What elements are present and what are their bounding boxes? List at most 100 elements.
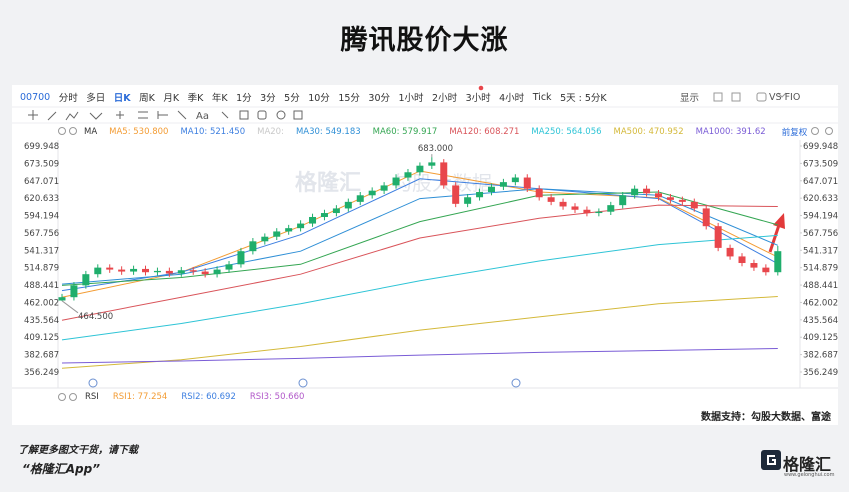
- y-tick-label: 620.633: [803, 194, 838, 204]
- logo-icon: [761, 450, 781, 470]
- candle-body: [595, 211, 603, 214]
- period-tab[interactable]: 1小时: [398, 93, 424, 104]
- page-title: 腾讯股价大涨: [340, 25, 509, 56]
- period-tab[interactable]: 3分: [260, 93, 276, 104]
- candle-body: [189, 270, 197, 272]
- y-tick-label: 514.879: [803, 264, 838, 274]
- period-tab[interactable]: 月K: [163, 93, 180, 104]
- period-tab[interactable]: 季K: [187, 93, 204, 104]
- candle-body: [320, 213, 328, 217]
- period-tab[interactable]: 2小时: [432, 93, 458, 104]
- period-tab[interactable]: 1分: [236, 93, 252, 104]
- candle-body: [237, 251, 245, 265]
- ma-legend: MA MA5: 530.800 MA10: 521.450 MA20: MA30: 54…: [84, 126, 807, 138]
- candle-body: [273, 231, 281, 237]
- rsi-legend: RSI RSI1: 77.254 RSI2: 60.692 RSI3: 50.660: [85, 391, 304, 403]
- period-tab[interactable]: 3小时: [465, 93, 491, 104]
- legend-entry: MA250: 564.056: [531, 127, 602, 137]
- y-tick-label: 435.564: [803, 316, 838, 326]
- candle-body: [643, 188, 651, 194]
- logo-url: www.gelonghui.com: [784, 472, 835, 478]
- candle-body: [404, 172, 412, 178]
- period-tab[interactable]: 多日: [86, 93, 106, 104]
- period-tab[interactable]: 年K: [211, 93, 228, 104]
- candle-body: [177, 270, 185, 274]
- display-menu[interactable]: 显示: [680, 93, 700, 104]
- candle-body: [678, 199, 686, 202]
- annotation: 683.000: [418, 144, 453, 154]
- candle-body: [774, 251, 782, 273]
- period-tab[interactable]: 4小时: [499, 93, 525, 104]
- candle-body: [392, 177, 400, 186]
- legend-entry: RSI1: 77.254: [112, 392, 168, 402]
- period-tab[interactable]: 日K: [113, 93, 131, 104]
- candle-body: [309, 216, 317, 224]
- y-tick-label: 356.249: [24, 368, 59, 378]
- y-tick-label: 435.564: [24, 316, 59, 326]
- y-tick-label: 488.441: [24, 281, 59, 291]
- candle-body: [583, 209, 591, 214]
- candle-body: [666, 197, 674, 200]
- candle-body: [106, 267, 114, 270]
- candle-body: [297, 223, 305, 229]
- indicator-name[interactable]: MA: [84, 127, 98, 137]
- candle-body: [142, 268, 150, 273]
- source: 数据支持：勾股大数据、富途: [701, 412, 831, 423]
- candle-body: [476, 191, 484, 198]
- candle-body: [690, 201, 698, 209]
- candle-body: [511, 177, 519, 183]
- symbol[interactable]: 00700: [20, 91, 51, 103]
- legend-entry: MA120: 608.271: [449, 127, 520, 137]
- candle-body: [380, 185, 388, 191]
- candle-body: [416, 165, 424, 173]
- y-tick-label: 647.071: [24, 177, 59, 187]
- period-tab[interactable]: 10分: [308, 93, 330, 104]
- candle-body: [619, 195, 627, 206]
- candle-body: [130, 268, 138, 272]
- ma-line: [61, 348, 778, 364]
- drawing-tools[interactable]: [28, 110, 303, 121]
- y-tick-label: 594.194: [803, 212, 838, 222]
- ma-line: [61, 204, 778, 321]
- candle-body: [344, 201, 352, 209]
- candle-body: [82, 274, 90, 286]
- period-tab[interactable]: 周K: [139, 93, 155, 104]
- y-tick-label: 462.002: [803, 298, 838, 308]
- compare-button[interactable]: VS FIO: [769, 91, 801, 103]
- period-tab[interactable]: 5天 : 5分K: [560, 93, 607, 104]
- text-tool[interactable]: Aa: [196, 111, 209, 122]
- candle-body: [118, 269, 126, 272]
- toolbar-right: 显示 VS FIO: [680, 90, 801, 105]
- watermark: 格隆汇: [295, 170, 361, 196]
- period-tab[interactable]: Tick: [532, 91, 552, 103]
- candle-body: [487, 186, 495, 192]
- candle-body: [213, 269, 221, 275]
- candle-body: [249, 241, 257, 252]
- legend-entry: MA5: 530.800: [109, 127, 169, 137]
- candle-body: [535, 188, 543, 198]
- indicator-name[interactable]: RSI: [85, 392, 99, 402]
- legend-entry: MA1000: 391.62: [695, 127, 766, 137]
- period-tab[interactable]: 分时: [58, 93, 78, 104]
- live-dot: [478, 85, 484, 91]
- candle-body: [571, 206, 579, 210]
- candle-body: [762, 267, 770, 273]
- arrow: [768, 213, 785, 253]
- adjust-mode[interactable]: 前复权: [781, 128, 808, 138]
- period-tab[interactable]: 15分: [338, 93, 360, 104]
- legend-entry: RSI2: 60.692: [181, 392, 236, 402]
- annotation-leader: [61, 300, 79, 314]
- period-tab[interactable]: 30分: [368, 93, 390, 104]
- ma-line: [61, 234, 778, 341]
- candle-body: [285, 228, 293, 232]
- legend-entry: MA10: 521.450: [180, 127, 246, 137]
- candle-body: [738, 256, 746, 264]
- period-bar: 00700 分时 多日 日K 周K 月K 季K 年K 1分 3分 5分 10分 15分 30分 1小时 2小时…: [20, 90, 607, 105]
- candle-body: [523, 177, 531, 189]
- y-tick-label: 514.879: [24, 264, 59, 274]
- legend-entry: MA30: 549.183: [295, 127, 361, 137]
- candle-body: [607, 205, 615, 212]
- period-tab[interactable]: 5分: [284, 93, 300, 104]
- y-tick-label: 673.509: [24, 159, 59, 169]
